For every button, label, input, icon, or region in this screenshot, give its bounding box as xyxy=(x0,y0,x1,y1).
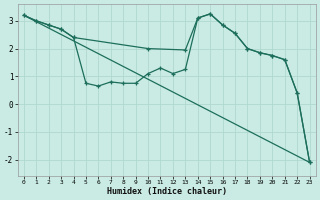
X-axis label: Humidex (Indice chaleur): Humidex (Indice chaleur) xyxy=(107,187,227,196)
